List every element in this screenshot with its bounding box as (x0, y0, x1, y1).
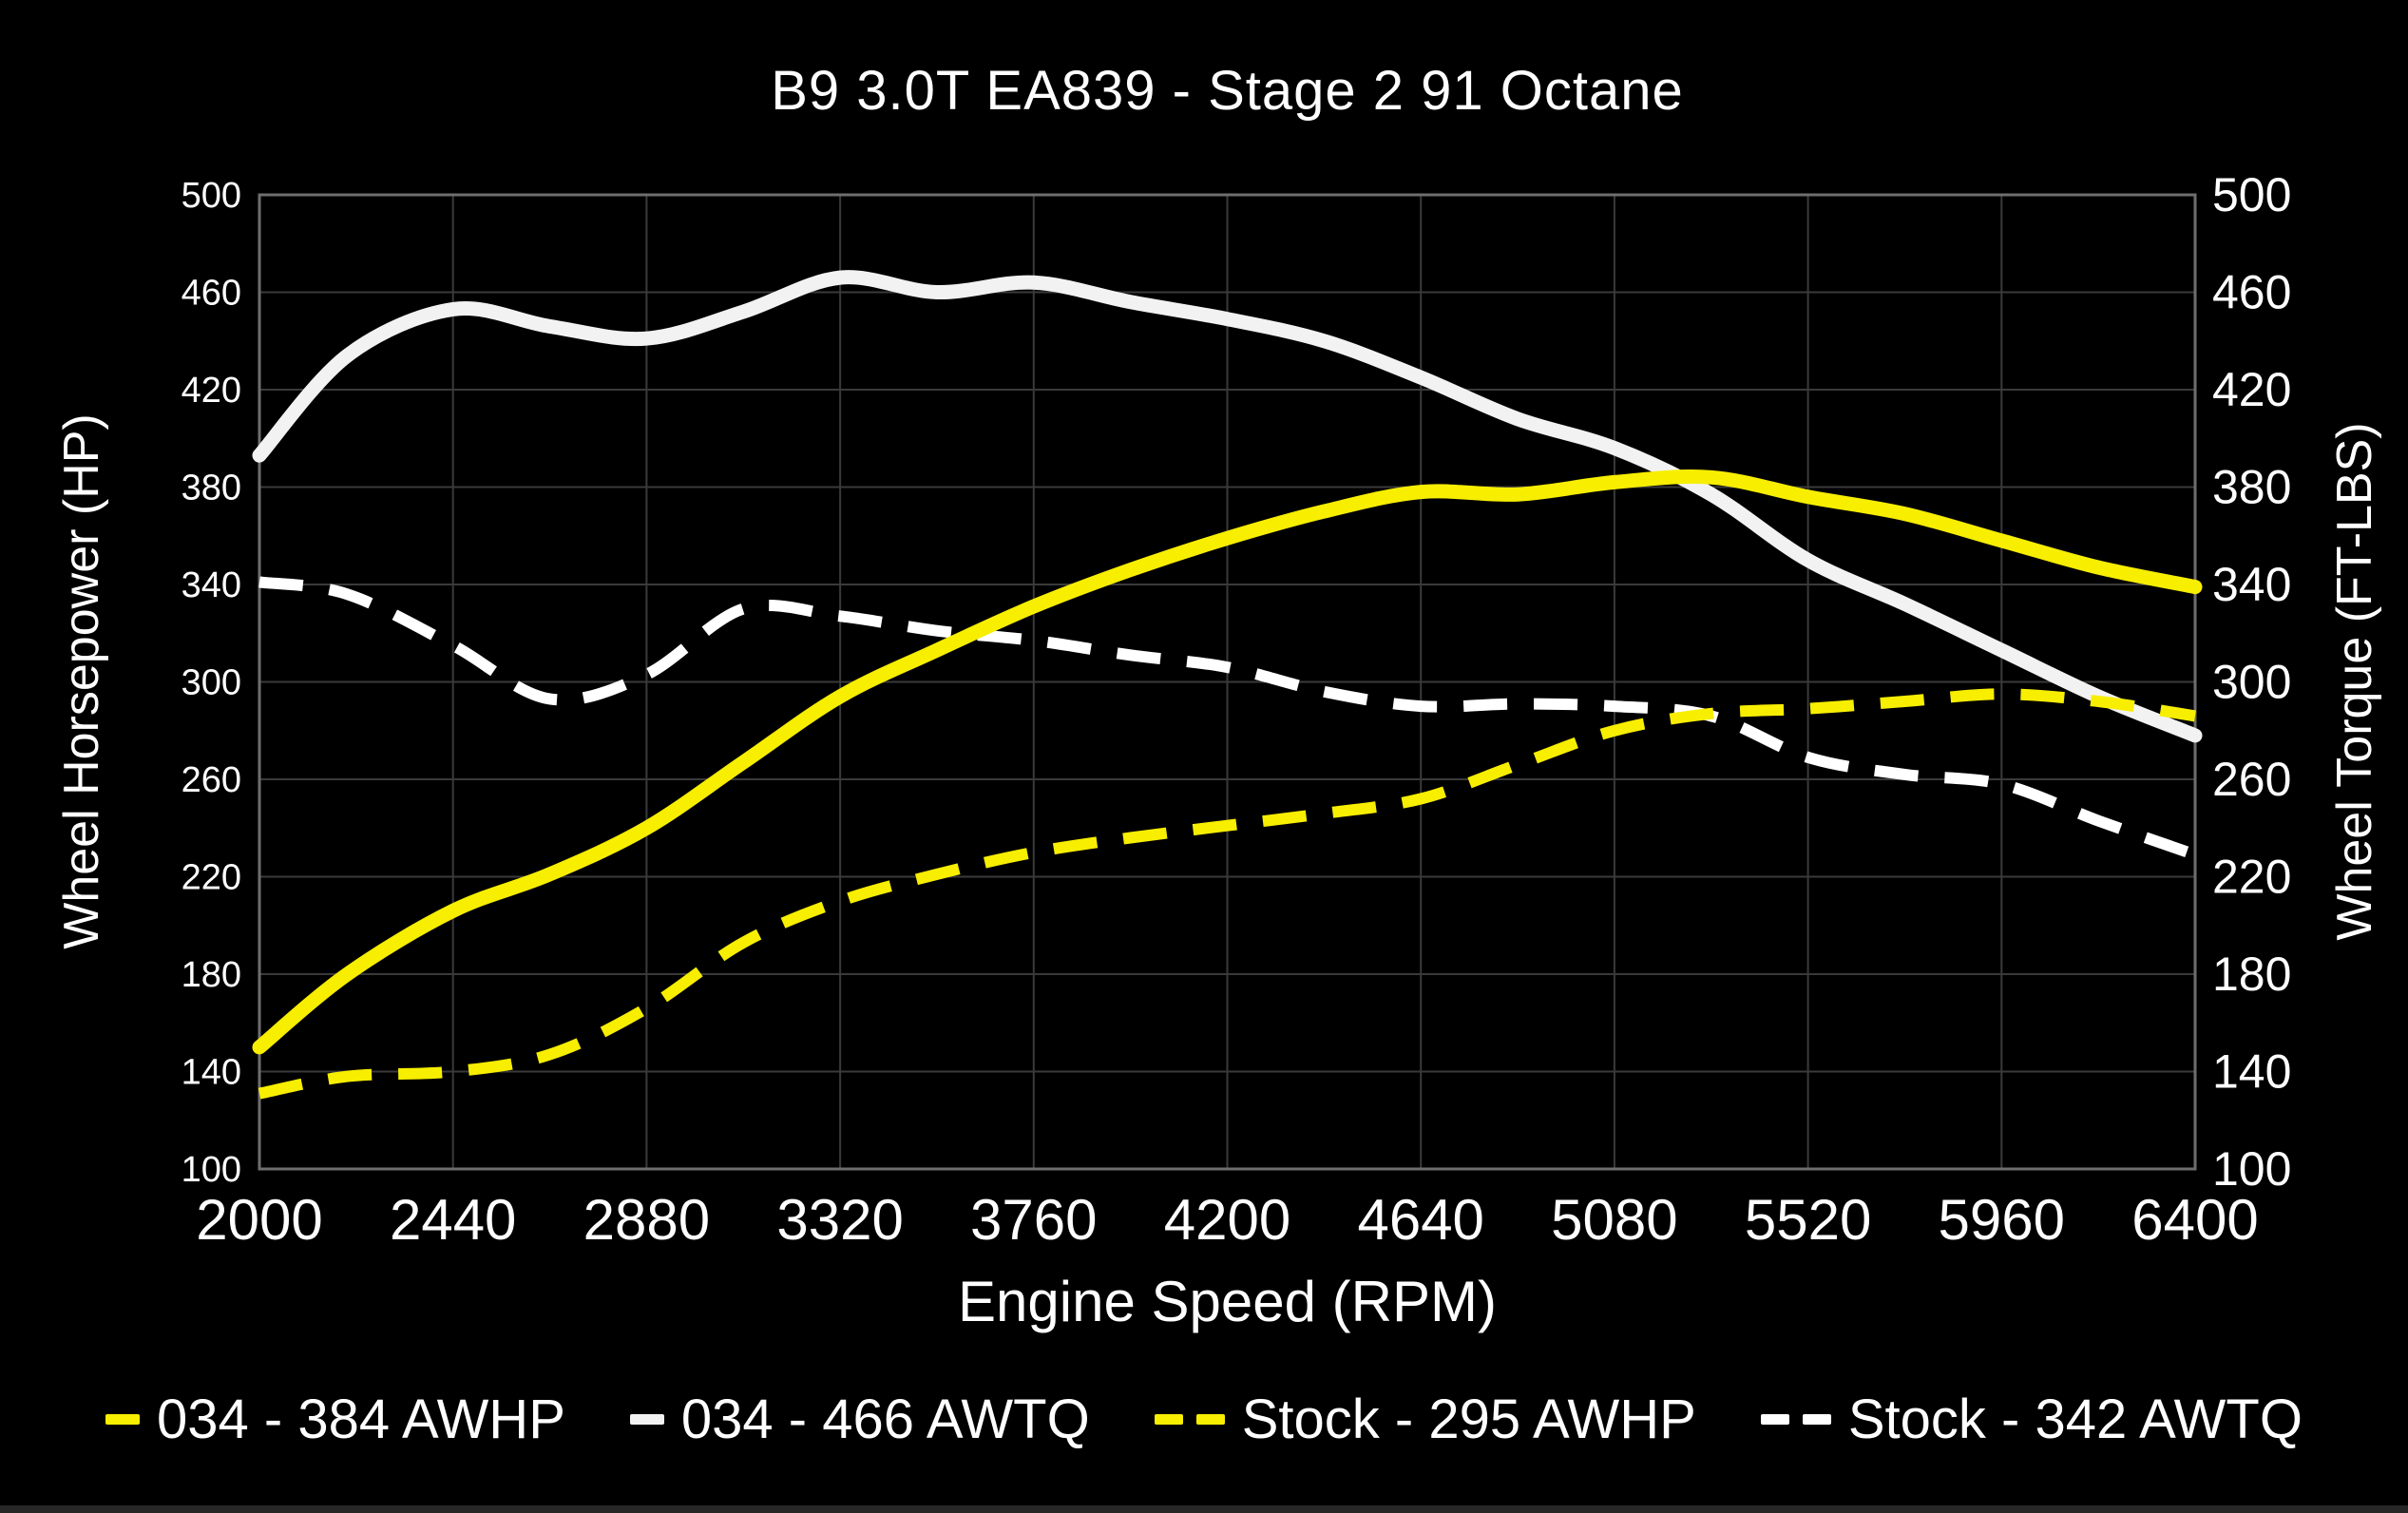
x-tick-label: 4200 (1164, 1188, 1290, 1252)
y-tick-label-left: 340 (182, 565, 241, 605)
x-tick-label: 5080 (1551, 1188, 1677, 1252)
legend-dash-segment (105, 1414, 141, 1425)
legend-item-034-384-awhp: 034 - 384 AWHP (105, 1388, 565, 1451)
x-tick-label: 5520 (1745, 1188, 1871, 1252)
chart-legend: 034 - 384 AWHP 034 - 466 AWTQ Stock - 295 … (0, 1388, 2408, 1451)
x-tick-label: 3760 (970, 1188, 1097, 1252)
legend-label: 034 - 384 AWHP (157, 1389, 565, 1450)
x-tick-label: 4640 (1357, 1188, 1483, 1252)
y-tick-label-right: 100 (2212, 1142, 2291, 1196)
dashed-line-swatch-icon (1154, 1414, 1225, 1425)
x-tick-label: 2880 (583, 1188, 710, 1252)
solid-line-swatch-icon (629, 1414, 664, 1425)
legend-dash-segment (1154, 1414, 1183, 1425)
legend-label: 034 - 466 AWTQ (680, 1389, 1090, 1450)
y-tick-label-right: 420 (2212, 363, 2291, 416)
x-axis-title: Engine Speed (RPM) (958, 1270, 1497, 1333)
dashed-line-swatch-icon (1760, 1414, 1831, 1425)
y-tick-label-right: 500 (2212, 168, 2291, 221)
chart-title: B9 3.0T EA839 - Stage 2 91 Octane (771, 60, 1684, 122)
legend-dash-segment (1760, 1414, 1789, 1425)
x-tick-label: 5960 (1939, 1188, 2065, 1252)
y-tick-label-left: 100 (182, 1150, 241, 1190)
legend-dash-segment (1195, 1414, 1225, 1425)
y-tick-label-right: 220 (2212, 851, 2291, 904)
legend-dash-segment (1802, 1414, 1831, 1425)
y-tick-label-left: 380 (182, 469, 241, 508)
legend-item-034-466-awtq: 034 - 466 AWTQ (629, 1388, 1090, 1451)
x-tick-label: 3320 (776, 1188, 903, 1252)
y-tick-label-left: 420 (182, 371, 241, 411)
series-line-034-466-awtq (252, 270, 2203, 743)
y-tick-label-left: 460 (182, 274, 241, 314)
y-tick-label-left: 180 (182, 955, 241, 995)
y-tick-label-left: 260 (182, 760, 241, 800)
x-tick-label: 2000 (196, 1188, 322, 1252)
y-tick-label-right: 180 (2212, 948, 2291, 1001)
y-axis-title-right: Wheel Torque (FT-LBS) (2327, 422, 2382, 941)
y-tick-label-right: 380 (2212, 461, 2291, 514)
solid-line-swatch-icon (105, 1414, 141, 1425)
y-tick-label-left: 300 (182, 663, 241, 703)
y-tick-label-left: 140 (182, 1053, 241, 1093)
y-tick-label-right: 140 (2212, 1045, 2291, 1099)
bottom-edge-bar (0, 1505, 2408, 1513)
y-tick-label-right: 340 (2212, 558, 2291, 611)
series-line-stock-295-awhp (258, 688, 2196, 1100)
x-tick-label: 6400 (2131, 1188, 2258, 1252)
y-axis-title-left: Wheel Horsepower (HP) (54, 413, 109, 949)
legend-label: Stock - 342 AWTQ (1847, 1389, 2303, 1450)
y-tick-label-left: 500 (182, 176, 241, 216)
plot-border (258, 193, 2197, 1171)
y-tick-label-right: 460 (2212, 266, 2291, 319)
y-tick-label-right: 260 (2212, 753, 2291, 806)
legend-item-stock-342-awtq: Stock - 342 AWTQ (1760, 1388, 2303, 1451)
y-tick-label-right: 300 (2212, 656, 2291, 709)
x-tick-label: 2440 (390, 1188, 516, 1252)
series-line-034-384-awhp (252, 469, 2203, 1055)
series-line-stock-342-awtq (258, 576, 2197, 861)
legend-item-stock-295-awhp: Stock - 295 AWHP (1154, 1388, 1696, 1451)
legend-dash-segment (629, 1414, 664, 1425)
y-tick-label-left: 220 (182, 858, 241, 898)
legend-label: Stock - 295 AWHP (1241, 1389, 1696, 1450)
